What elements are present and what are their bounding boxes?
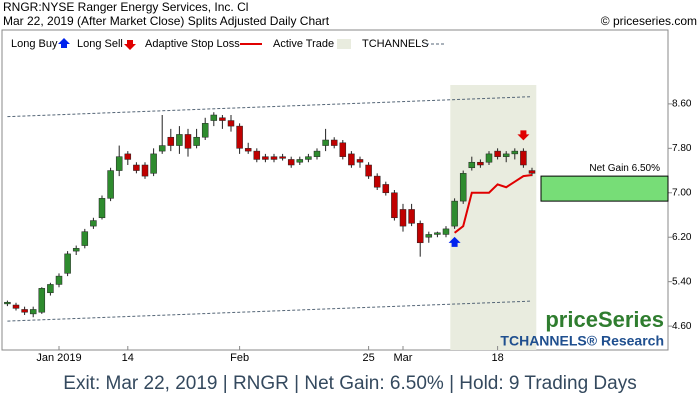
- candle-body: [107, 170, 114, 199]
- candle-body: [408, 209, 415, 224]
- candle-body: [305, 156, 312, 160]
- y-tick-label: 7.00: [672, 187, 692, 198]
- x-tick-label: 14: [122, 352, 134, 364]
- candle-body: [348, 153, 355, 166]
- candle-body: [425, 234, 433, 238]
- candle-body: [167, 136, 175, 146]
- channel-upper: [7, 96, 533, 118]
- candle-body: [365, 164, 372, 177]
- x-tick-label: 18: [491, 352, 503, 364]
- legend-channels: TCHANNELS: [362, 38, 429, 50]
- candle-body: [4, 301, 11, 305]
- candle-body: [270, 156, 278, 160]
- candle-body: [29, 309, 37, 315]
- chart-subtitle: Mar 22, 2019 (After Market Close) Splits…: [3, 14, 330, 28]
- candle-body: [485, 153, 493, 163]
- candle-body: [141, 164, 149, 177]
- candle-body: [279, 156, 286, 159]
- sell-arrow: [517, 130, 530, 141]
- y-tick-label: 4.60: [672, 321, 692, 332]
- candle-body: [494, 150, 501, 157]
- candle-body: [227, 120, 235, 127]
- legend-buy: Long Buy: [11, 38, 58, 50]
- candle-body: [193, 136, 200, 146]
- x-tick-label: Jan 2019: [36, 352, 81, 364]
- y-tick-label: 5.40: [672, 276, 692, 287]
- candle-body: [262, 156, 269, 160]
- stop-loss-line: [453, 174, 533, 234]
- candle-body: [98, 198, 106, 219]
- candle-body: [64, 253, 71, 274]
- chart-title: RNGR:NYSE Ranger Energy Services, Inc. C…: [3, 0, 248, 14]
- candle-body: [442, 228, 450, 235]
- candle-body: [38, 288, 46, 313]
- legend-stop: Adaptive Stop Loss: [145, 38, 240, 50]
- candle-body: [382, 184, 390, 194]
- candle-body: [150, 153, 157, 174]
- candle-body: [520, 150, 527, 166]
- plot-area: Net Gain 6.50%: [4, 85, 672, 350]
- candle-body: [55, 275, 63, 285]
- x-tick-label: Mar: [394, 352, 413, 364]
- candle-body: [81, 231, 89, 246]
- candle-body: [253, 150, 261, 160]
- y-tick-label: 8.60: [672, 99, 692, 110]
- candle-body: [133, 164, 140, 171]
- candle-body: [176, 134, 183, 146]
- candle-body: [511, 150, 519, 155]
- candle-body: [451, 200, 458, 227]
- y-tick-label: 7.80: [672, 143, 692, 154]
- legend-sell: Long Sell: [77, 38, 123, 50]
- candle-body: [115, 156, 123, 171]
- x-tick-label: 25: [362, 352, 374, 364]
- candle-body: [416, 223, 424, 244]
- source: © priceseries.com: [601, 14, 697, 28]
- candle-body: [90, 220, 97, 227]
- x-tick-label: Feb: [230, 352, 249, 364]
- candle-body: [502, 153, 510, 157]
- candle-body: [124, 153, 132, 160]
- legend-active-icon: [337, 39, 351, 49]
- candle-body: [210, 114, 218, 121]
- legend-active: Active Trade: [273, 38, 334, 50]
- candle-body: [468, 161, 476, 169]
- candle-body: [434, 232, 441, 235]
- candle-body: [21, 309, 28, 313]
- watermark-brand: priceSeries: [545, 307, 664, 332]
- footer: Exit: Mar 22, 2019 | RNGR | Net Gain: 6.…: [63, 373, 636, 394]
- candle-body: [296, 159, 304, 163]
- legend: Long Buy Long Sell Adaptive Stop Loss Ac…: [11, 38, 446, 50]
- candle-body: [373, 175, 381, 188]
- candle-body: [72, 248, 80, 252]
- candle-body: [201, 123, 209, 138]
- candle-body: [528, 170, 536, 174]
- channel-lower: [7, 300, 533, 322]
- candle-body: [391, 192, 398, 219]
- candle-body: [399, 209, 407, 227]
- candle-body: [356, 159, 364, 163]
- candle-body: [12, 304, 20, 309]
- net-gain-label: Net Gain 6.50%: [589, 163, 660, 174]
- candle-body: [184, 134, 192, 149]
- candle-body: [322, 139, 329, 146]
- candle-body: [158, 145, 166, 152]
- candle-body: [459, 173, 467, 202]
- candle-body: [287, 159, 295, 166]
- candle-body: [244, 148, 252, 152]
- candle-body: [236, 125, 243, 149]
- candle-body: [330, 139, 338, 146]
- buy-arrow: [448, 236, 461, 247]
- y-tick-label: 6.20: [672, 232, 692, 243]
- legend-buy-icon: [58, 38, 70, 48]
- legend-sell-icon: [124, 40, 136, 50]
- active-trade-region: [450, 85, 537, 350]
- candle-body: [313, 150, 321, 157]
- candle-body: [47, 284, 54, 294]
- candle-body: [339, 142, 347, 157]
- candle-body: [219, 117, 226, 121]
- candle-body: [477, 161, 484, 166]
- watermark-research: TCHANNELS® Research: [500, 333, 664, 349]
- net-gain-box: [540, 175, 669, 202]
